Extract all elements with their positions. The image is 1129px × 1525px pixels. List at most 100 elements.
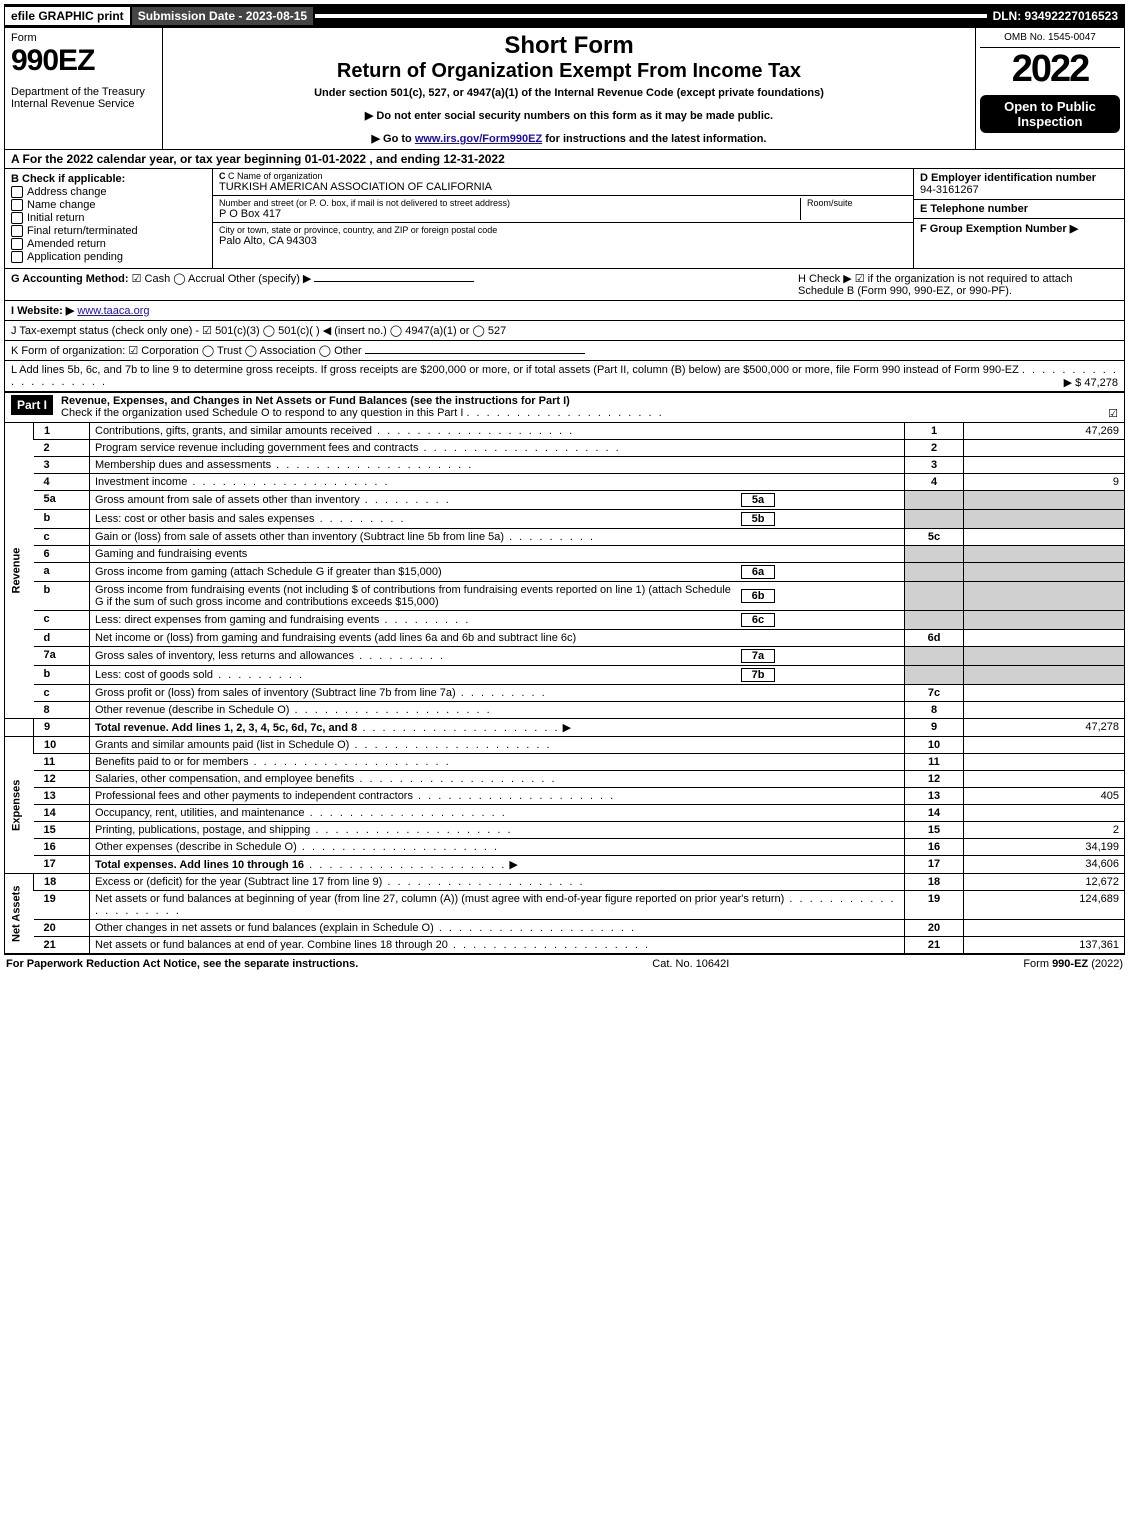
dept-label: Department of the Treasury	[11, 86, 156, 98]
line-10: Expenses 10Grants and similar amounts pa…	[5, 737, 1125, 754]
room-label: Room/suite	[807, 198, 907, 208]
notice-post: for instructions and the latest informat…	[545, 133, 766, 145]
ein-value: 94-3161267	[920, 184, 979, 196]
part1-title: Revenue, Expenses, and Changes in Net As…	[61, 395, 570, 407]
d-ein: D Employer identification number 94-3161…	[914, 169, 1124, 200]
city-label: City or town, state or province, country…	[219, 225, 907, 235]
chk-initial-return[interactable]: Initial return	[11, 212, 206, 224]
line-5a: 5aGross amount from sale of assets other…	[5, 491, 1125, 510]
org-addr-row: Number and street (or P. O. box, if mail…	[213, 196, 913, 223]
line-7b: bLess: cost of goods sold7b	[5, 666, 1125, 685]
line-11: 11Benefits paid to or for members11	[5, 754, 1125, 771]
row-i: I Website: ▶ www.taaca.org	[4, 301, 1125, 321]
form-header: Form 990EZ Department of the Treasury In…	[4, 28, 1125, 150]
chk-application-pending[interactable]: Application pending	[11, 251, 206, 263]
i-label: I Website: ▶	[11, 305, 74, 317]
footer-right: Form 990-EZ (2022)	[1023, 958, 1123, 970]
footer-left: For Paperwork Reduction Act Notice, see …	[6, 958, 358, 970]
tax-year: 2022	[980, 48, 1120, 91]
f-group: F Group Exemption Number ▶	[914, 219, 1124, 238]
line-1: Revenue 1 Contributions, gifts, grants, …	[5, 423, 1125, 440]
g-label: G Accounting Method:	[11, 273, 129, 285]
vlabel-expenses: Expenses	[5, 737, 34, 874]
e-label: E Telephone number	[920, 203, 1028, 215]
l-amount: ▶ $ 47,278	[1064, 376, 1118, 389]
line-12: 12Salaries, other compensation, and empl…	[5, 771, 1125, 788]
line-5b: bLess: cost or other basis and sales exp…	[5, 510, 1125, 529]
line-4: 4Investment income49	[5, 474, 1125, 491]
chk-final-return[interactable]: Final return/terminated	[11, 225, 206, 237]
irs-label: Internal Revenue Service	[11, 98, 156, 110]
b-title: B Check if applicable:	[11, 173, 206, 185]
section-a: A For the 2022 calendar year, or tax yea…	[4, 150, 1125, 169]
part1-sub: Check if the organization used Schedule …	[61, 407, 463, 419]
line-9: 9Total revenue. Add lines 1, 2, 3, 4, 5c…	[5, 719, 1125, 737]
part1-header: Part I Revenue, Expenses, and Changes in…	[4, 392, 1125, 423]
submission-date: Submission Date - 2023-08-15	[132, 7, 315, 25]
line-6c: cLess: direct expenses from gaming and f…	[5, 611, 1125, 630]
amt-1: 47,269	[964, 423, 1125, 440]
chk-address-change[interactable]: Address change	[11, 186, 206, 198]
l-label: L Add lines 5b, 6c, and 7b to line 9 to …	[11, 364, 1019, 376]
form-number: 990EZ	[11, 44, 156, 78]
line-3: 3Membership dues and assessments3	[5, 457, 1125, 474]
omb-number: OMB No. 1545-0047	[980, 32, 1120, 48]
row-gh: G Accounting Method: ☑ Cash ◯ Accrual Ot…	[4, 269, 1125, 301]
row-l: L Add lines 5b, 6c, and 7b to line 9 to …	[4, 361, 1125, 392]
org-city-row: City or town, state or province, country…	[213, 223, 913, 249]
notice-link: ▶ Go to www.irs.gov/Form990EZ for instru…	[171, 132, 967, 145]
info-block: B Check if applicable: Address change Na…	[4, 169, 1125, 269]
k-label: K Form of organization: ☑ Corporation ◯ …	[11, 345, 362, 357]
section-def: D Employer identification number 94-3161…	[913, 169, 1124, 268]
section-b: B Check if applicable: Address change Na…	[5, 169, 213, 268]
line-6a: aGross income from gaming (attach Schedu…	[5, 563, 1125, 582]
row-k: K Form of organization: ☑ Corporation ◯ …	[4, 341, 1125, 361]
g-opts: ☑ Cash ◯ Accrual Other (specify) ▶	[132, 273, 312, 285]
f-label: F Group Exemption Number ▶	[920, 223, 1078, 235]
line-15: 15Printing, publications, postage, and s…	[5, 822, 1125, 839]
g-accounting: G Accounting Method: ☑ Cash ◯ Accrual Ot…	[11, 272, 474, 285]
subtitle: Under section 501(c), 527, or 4947(a)(1)…	[171, 87, 967, 99]
year-block: OMB No. 1545-0047 2022 Open to Public In…	[975, 28, 1124, 149]
org-city: Palo Alto, CA 94303	[219, 235, 907, 247]
org-name: TURKISH AMERICAN ASSOCIATION OF CALIFORN…	[219, 181, 907, 193]
title-short-form: Short Form	[171, 32, 967, 60]
line-17: 17Total expenses. Add lines 10 through 1…	[5, 856, 1125, 874]
irs-link[interactable]: www.irs.gov/Form990EZ	[415, 133, 542, 145]
form-id-block: Form 990EZ Department of the Treasury In…	[5, 28, 163, 149]
addr-label: Number and street (or P. O. box, if mail…	[219, 198, 800, 208]
c-label: C Name of organization	[228, 171, 323, 181]
line-2: 2Program service revenue including gover…	[5, 440, 1125, 457]
efile-label[interactable]: efile GRAPHIC print	[5, 7, 132, 25]
footer: For Paperwork Reduction Act Notice, see …	[4, 954, 1125, 973]
line-7a: 7aGross sales of inventory, less returns…	[5, 647, 1125, 666]
org-addr: P O Box 417	[219, 208, 800, 220]
chk-name-change[interactable]: Name change	[11, 199, 206, 211]
top-bar: efile GRAPHIC print Submission Date - 20…	[4, 4, 1125, 28]
chk-amended-return[interactable]: Amended return	[11, 238, 206, 250]
vlabel-netassets: Net Assets	[5, 874, 34, 954]
e-phone: E Telephone number	[914, 200, 1124, 219]
section-c: C C Name of organization TURKISH AMERICA…	[213, 169, 913, 268]
line-6d: dNet income or (loss) from gaming and fu…	[5, 630, 1125, 647]
row-j: J Tax-exempt status (check only one) - ☑…	[4, 321, 1125, 341]
h-schedule-b: H Check ▶ ☑ if the organization is not r…	[798, 272, 1118, 297]
part1-badge: Part I	[11, 395, 53, 415]
website-link[interactable]: www.taaca.org	[77, 305, 149, 317]
part1-check: ☑	[1108, 407, 1118, 420]
line-6: 6Gaming and fundraising events	[5, 546, 1125, 563]
title-block: Short Form Return of Organization Exempt…	[163, 28, 975, 149]
line-8: 8Other revenue (describe in Schedule O)8	[5, 702, 1125, 719]
j-label: J Tax-exempt status (check only one) - ☑…	[11, 325, 506, 337]
notice-ssn: ▶ Do not enter social security numbers o…	[171, 109, 967, 122]
top-spacer	[315, 14, 986, 18]
lines-table: Revenue 1 Contributions, gifts, grants, …	[4, 423, 1125, 954]
part1-desc: Revenue, Expenses, and Changes in Net As…	[61, 395, 1118, 420]
line-19: 19Net assets or fund balances at beginni…	[5, 891, 1125, 920]
dln-label: DLN: 93492227016523	[987, 7, 1124, 25]
line-16: 16Other expenses (describe in Schedule O…	[5, 839, 1125, 856]
line-20: 20Other changes in net assets or fund ba…	[5, 920, 1125, 937]
line-7c: cGross profit or (loss) from sales of in…	[5, 685, 1125, 702]
vlabel-revenue: Revenue	[5, 423, 34, 719]
notice-pre: ▶ Go to	[372, 133, 415, 145]
